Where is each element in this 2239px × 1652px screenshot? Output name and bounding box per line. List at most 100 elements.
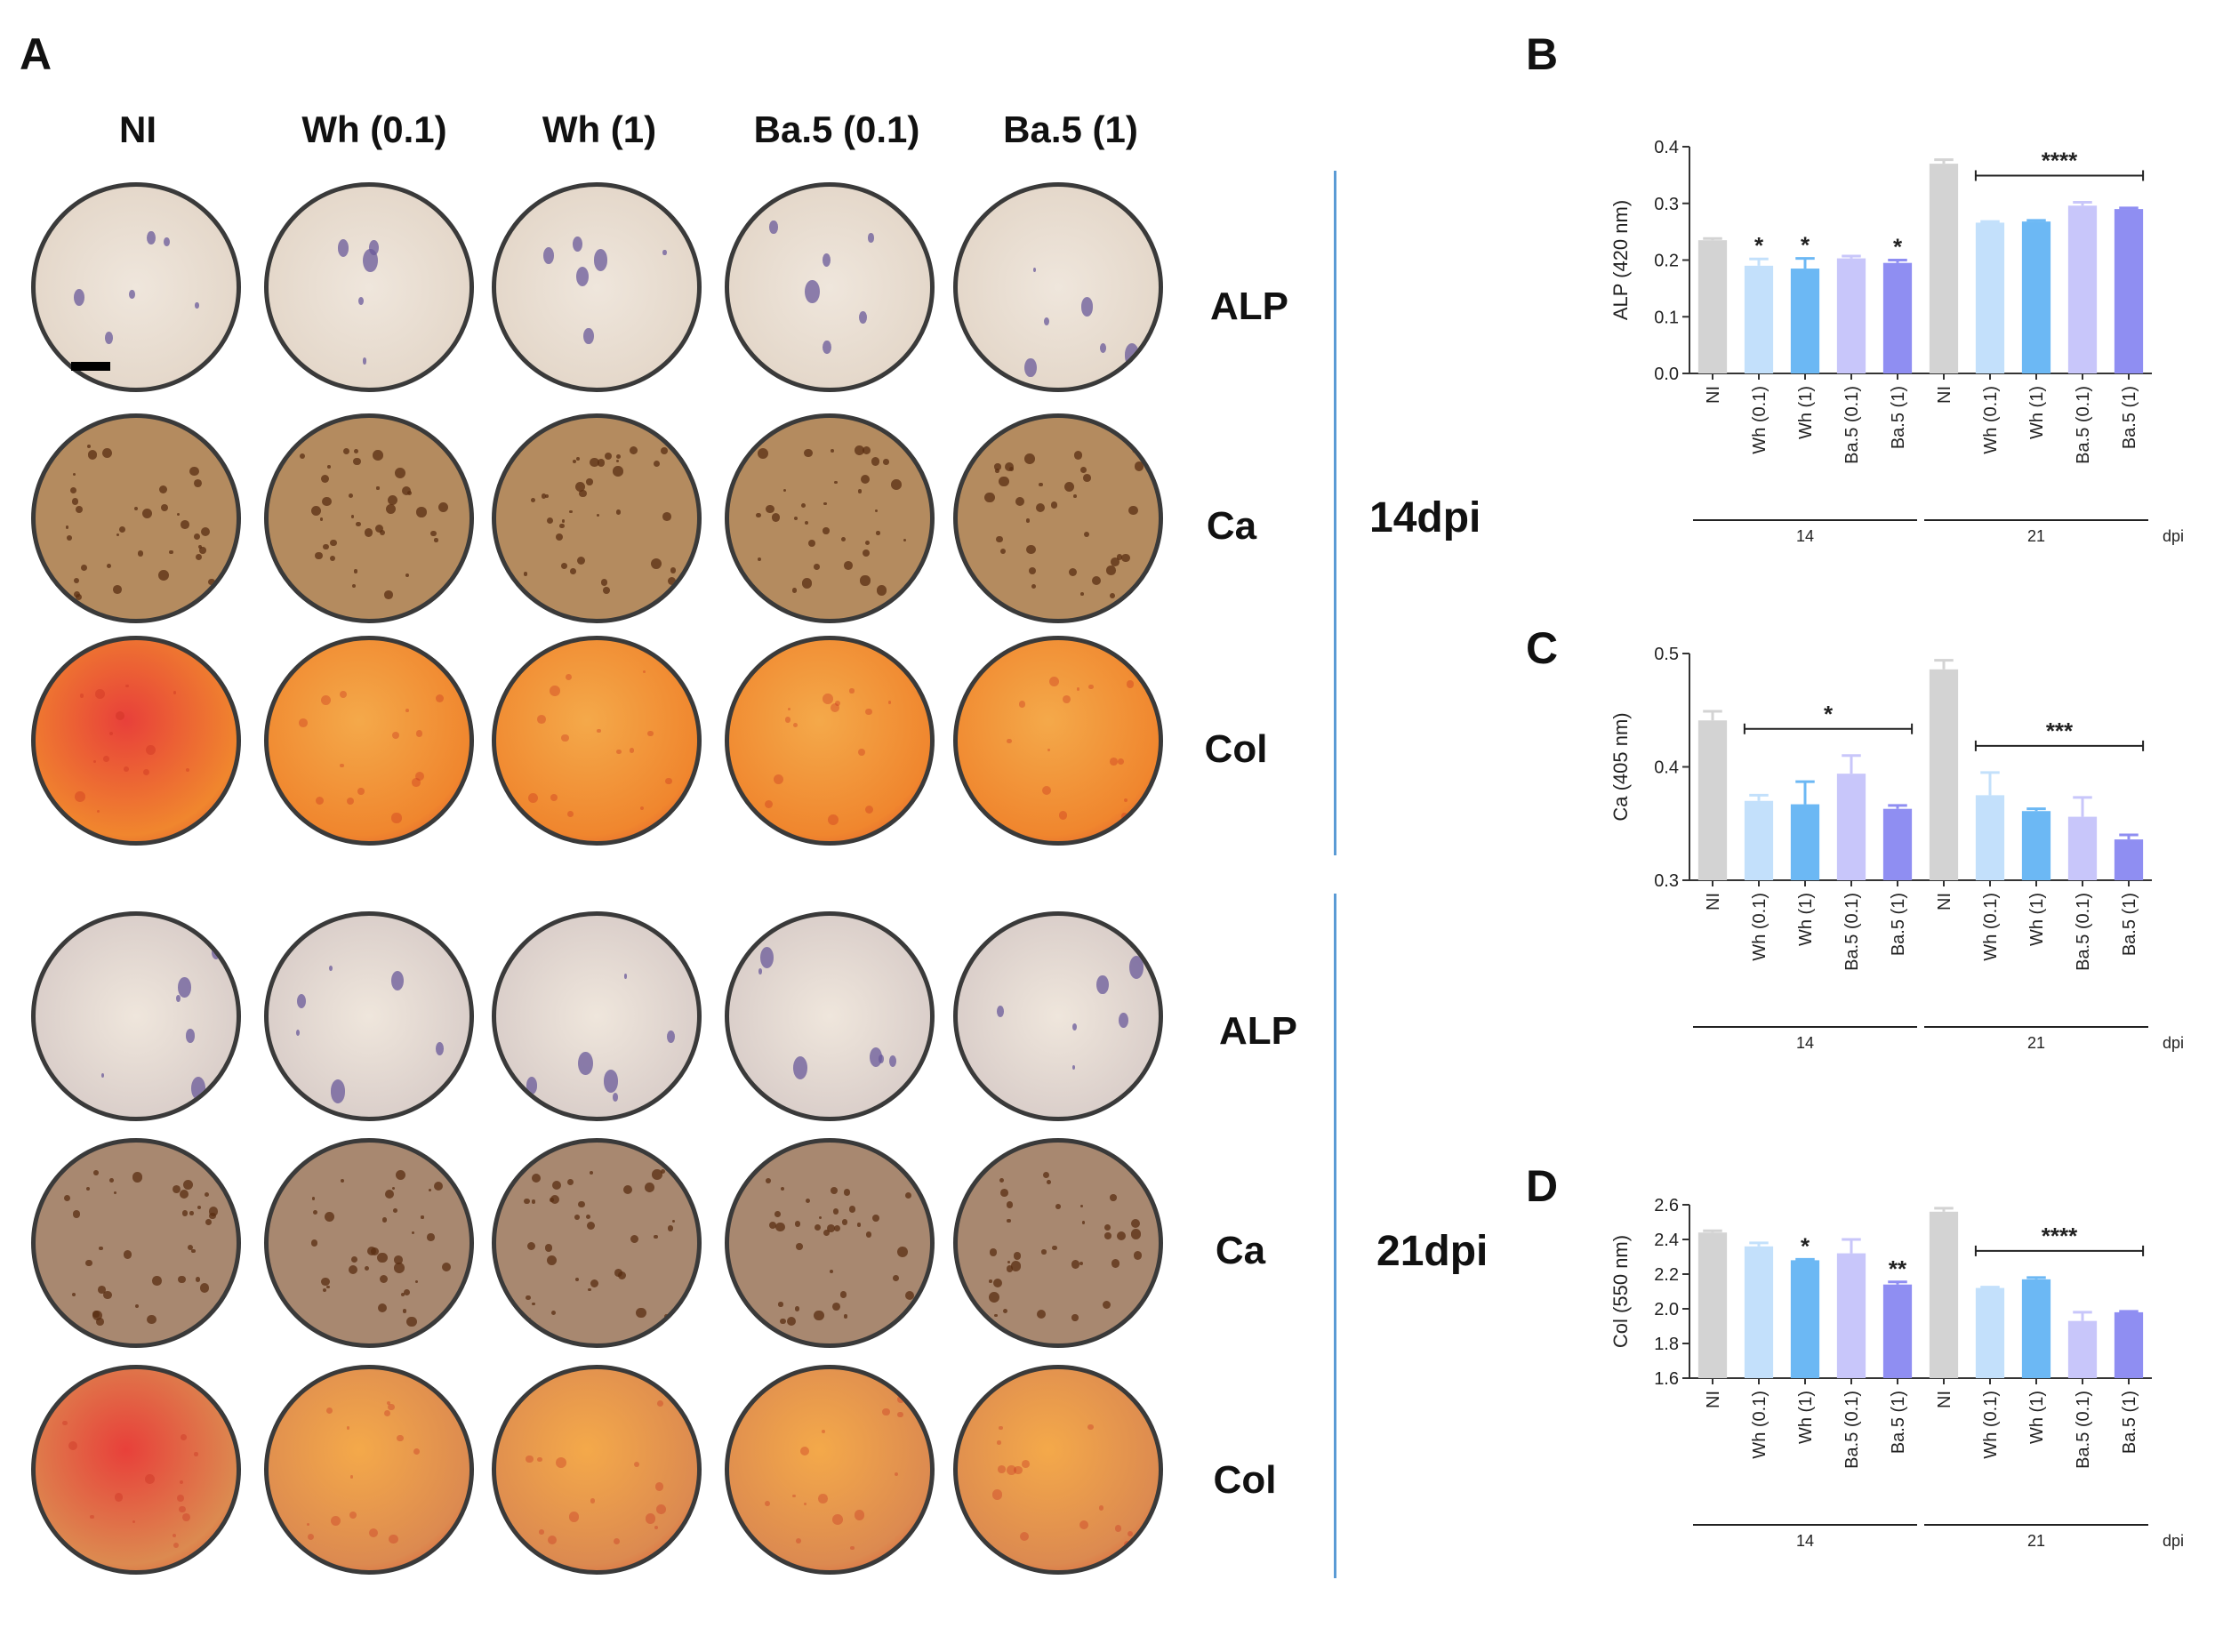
stain-spot xyxy=(994,1313,998,1318)
dpi-label-21: 21dpi xyxy=(1376,1228,1489,1275)
stain-spot xyxy=(1058,811,1068,820)
dish-alp-14-ba5-1 xyxy=(953,182,1163,392)
stain-spot xyxy=(195,302,199,309)
stain-spot xyxy=(785,717,791,723)
stain-spot xyxy=(373,449,384,461)
stain-spot xyxy=(362,248,378,273)
bar xyxy=(1697,720,1728,880)
stain-spot xyxy=(395,468,405,479)
stain-spot xyxy=(438,501,449,512)
stain-spot xyxy=(380,1274,389,1284)
bar xyxy=(1929,669,1959,880)
stain-spot xyxy=(855,1510,865,1520)
stain-spot xyxy=(1120,813,1128,820)
dish-ca-21-wh-0-1 xyxy=(264,1138,474,1348)
x-tick-label: Ba.5 (0.1) xyxy=(2074,893,2093,971)
stain-spot xyxy=(523,572,527,576)
group-label: 21 xyxy=(2027,1034,2045,1052)
stain-spot xyxy=(616,459,620,462)
stain-spot xyxy=(823,527,830,534)
stain-spot xyxy=(524,1198,530,1205)
stain-spot xyxy=(377,1303,387,1313)
x-tick-label: Wh (0.1) xyxy=(1750,893,1770,961)
stain-spot xyxy=(386,1400,391,1406)
bar xyxy=(1975,795,2005,880)
bar xyxy=(1975,222,2005,373)
stain-spot xyxy=(1117,758,1124,766)
stain-spot xyxy=(876,531,880,535)
row-label-col-21: Col xyxy=(1213,1458,1277,1502)
stain-spot xyxy=(384,590,393,599)
stain-spot xyxy=(526,1076,538,1095)
stain-spot xyxy=(526,1455,534,1464)
stain-spot xyxy=(616,749,622,755)
dish-alp-14-ba5-0-1 xyxy=(725,182,935,392)
stain-spot xyxy=(346,1426,350,1430)
stain-spot xyxy=(349,1511,357,1520)
stain-spot xyxy=(1021,1460,1030,1469)
stain-spot xyxy=(123,766,129,772)
stain-spot xyxy=(105,331,114,344)
dish-ca-14-wh-1 xyxy=(492,413,702,623)
stain-spot xyxy=(65,525,69,530)
stain-spot xyxy=(368,1528,379,1537)
dish-col-21-wh-1 xyxy=(492,1365,702,1575)
row-label-ca-14: Ca xyxy=(1206,504,1257,548)
significance-star: * xyxy=(1754,232,1764,259)
stain-spot xyxy=(119,525,126,533)
stain-spot xyxy=(74,288,85,307)
dish-col-21-ni xyxy=(31,1365,241,1575)
stain-spot xyxy=(1007,739,1012,744)
stain-spot xyxy=(76,594,83,601)
stain-spot xyxy=(651,557,662,569)
stain-spot xyxy=(204,1191,210,1197)
group-label: 14 xyxy=(1796,1532,1814,1550)
stain-spot xyxy=(390,971,404,991)
stain-spot xyxy=(299,718,308,728)
x-tick-label: Wh (0.1) xyxy=(1981,386,2001,454)
stain-spot xyxy=(828,814,839,826)
stain-spot xyxy=(181,1512,190,1521)
stain-spot xyxy=(596,513,599,517)
stain-spot xyxy=(654,1482,664,1491)
stain-spot xyxy=(660,1169,665,1175)
stain-spot xyxy=(575,456,580,461)
bar xyxy=(2114,209,2144,373)
stain-spot xyxy=(1024,357,1037,377)
stain-spot xyxy=(337,238,349,257)
x-tick-label: Wh (1) xyxy=(2027,893,2047,946)
stain-spot xyxy=(350,515,355,518)
stain-spot xyxy=(670,567,677,573)
y-tick-label: 0.2 xyxy=(1654,252,1679,271)
stain-spot xyxy=(95,1318,104,1327)
stain-spot xyxy=(792,1494,796,1498)
stain-spot xyxy=(646,730,654,737)
y-axis-label: Ca (405 nm) xyxy=(1609,712,1632,821)
stain-spot xyxy=(101,1072,105,1079)
stain-spot xyxy=(186,1029,196,1043)
stain-spot xyxy=(175,995,181,1003)
stain-spot xyxy=(1096,975,1109,995)
stain-spot xyxy=(822,253,831,267)
dish-alp-21-ba5-0-1 xyxy=(725,911,935,1121)
stain-spot xyxy=(129,290,135,300)
stain-spot xyxy=(541,493,546,499)
y-tick-label: 0.3 xyxy=(1654,195,1679,214)
stain-spot xyxy=(568,509,573,514)
stain-spot xyxy=(792,1056,808,1080)
x-tick-label: Wh (1) xyxy=(2027,386,2047,439)
dish-alp-14-wh-0-1 xyxy=(264,182,474,392)
group-unit-label: dpi xyxy=(2163,1532,2184,1550)
stain-spot xyxy=(667,1225,674,1231)
stain-spot xyxy=(1006,1464,1017,1476)
bar xyxy=(1929,1211,1959,1378)
stain-spot xyxy=(388,1403,395,1411)
stain-spot xyxy=(137,550,144,557)
stain-spot xyxy=(771,513,781,522)
stain-spot xyxy=(434,538,438,542)
x-tick-label: Ba.5 (0.1) xyxy=(1842,893,1862,971)
stain-spot xyxy=(346,797,354,805)
stain-spot xyxy=(615,453,622,460)
stain-spot xyxy=(586,1214,591,1219)
x-tick-label: Ba.5 (1) xyxy=(1889,386,1908,449)
